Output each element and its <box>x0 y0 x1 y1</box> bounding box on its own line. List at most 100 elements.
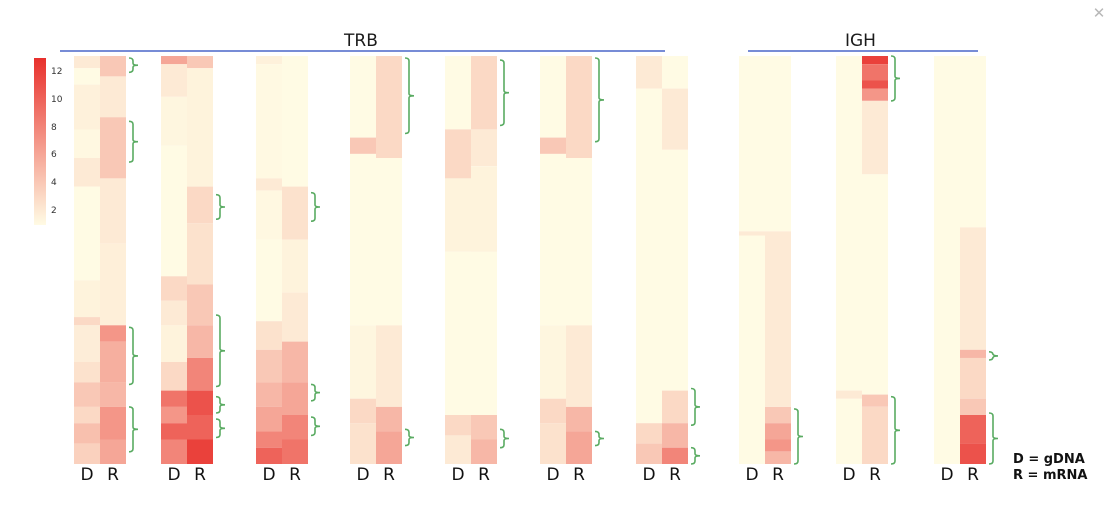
cell-p3-D-3 <box>350 325 376 399</box>
cell-p7-R-3 <box>765 423 791 440</box>
col-label-p4-D: D <box>451 465 465 485</box>
cell-p2-R-2 <box>282 239 308 293</box>
cell-p4-R-0 <box>471 56 497 130</box>
col-label-p2-D: D <box>262 465 276 485</box>
cell-p0-R-0 <box>100 56 126 77</box>
col-label-p6-D: D <box>642 465 656 485</box>
cell-p3-R-4 <box>376 431 402 464</box>
legend-gdna: D = gDNA <box>1013 452 1085 467</box>
cell-p1-R-0 <box>187 56 213 69</box>
cell-p9-R-3 <box>960 357 986 399</box>
legend-mrna: R = mRNA <box>1013 468 1088 483</box>
cell-p1-D-1 <box>161 64 187 97</box>
cell-p4-D-3 <box>445 251 471 415</box>
col-label-p5-D: D <box>546 465 560 485</box>
cell-p1-R-1 <box>187 68 213 187</box>
bracket-p2-1 <box>310 383 321 402</box>
cell-p9-R-4 <box>960 398 986 415</box>
cell-p9-R-0 <box>960 56 986 228</box>
cell-p7-D-2 <box>739 235 765 464</box>
cell-p2-R-1 <box>282 186 308 240</box>
cell-p0-R-7 <box>100 382 126 407</box>
cell-p1-R-5 <box>187 325 213 358</box>
col-label-p1-D: D <box>167 465 181 485</box>
cell-p4-R-4 <box>471 415 497 440</box>
cell-p0-D-9 <box>74 362 100 383</box>
cell-p0-D-10 <box>74 382 100 407</box>
cell-p6-D-0 <box>636 56 662 89</box>
colorbar-tick-12: 12 <box>51 66 63 77</box>
bracket-p2-2 <box>310 416 321 437</box>
bracket-p6-0 <box>690 387 701 426</box>
cell-p5-R-0 <box>566 56 592 158</box>
bracket-p5-1 <box>594 430 605 447</box>
cell-p0-D-4 <box>74 158 100 187</box>
cell-p4-R-3 <box>471 251 497 415</box>
col-label-p8-D: D <box>842 465 856 485</box>
cell-p2-D-1 <box>256 64 282 179</box>
cell-p0-D-1 <box>74 68 100 85</box>
bracket-p4-0 <box>499 59 510 127</box>
cell-p7-D-1 <box>739 231 765 236</box>
cell-p2-R-6 <box>282 415 308 440</box>
col-label-p0-R: R <box>107 465 119 485</box>
cell-p2-D-8 <box>256 406 282 432</box>
cell-p7-R-5 <box>765 451 791 464</box>
cell-p1-D-10 <box>161 423 187 440</box>
cell-p0-R-9 <box>100 439 126 464</box>
cell-p6-R-5 <box>662 447 688 464</box>
cell-p5-D-0 <box>540 56 566 138</box>
cell-p6-R-0 <box>662 56 688 89</box>
cell-p4-R-2 <box>471 166 497 252</box>
cell-p0-R-8 <box>100 406 126 440</box>
cell-p2-R-5 <box>282 382 308 415</box>
cell-p4-D-4 <box>445 415 471 436</box>
colorbar-tick-10: 10 <box>51 94 63 105</box>
cell-p8-R-0 <box>862 56 888 65</box>
col-label-p0-D: D <box>80 465 94 485</box>
cell-p4-D-2 <box>445 178 471 252</box>
bracket-p1-3 <box>215 418 226 439</box>
cell-p3-R-2 <box>376 325 402 407</box>
cell-p0-D-8 <box>74 325 100 362</box>
cell-p1-D-8 <box>161 390 187 407</box>
cell-p6-R-3 <box>662 390 688 424</box>
cell-p1-R-2 <box>187 186 213 224</box>
cell-p6-R-1 <box>662 88 688 150</box>
cell-p7-R-1 <box>765 231 791 407</box>
cell-p1-D-4 <box>161 276 187 301</box>
colorbar-tick-4: 4 <box>51 178 57 189</box>
cell-p2-D-9 <box>256 431 282 448</box>
cell-p0-R-3 <box>100 178 126 244</box>
col-label-p3-D: D <box>356 465 370 485</box>
cell-p1-D-6 <box>161 325 187 362</box>
cell-p0-D-7 <box>74 317 100 326</box>
cell-p2-D-0 <box>256 56 282 65</box>
cell-p1-D-7 <box>161 362 187 391</box>
bracket-p5-0 <box>594 57 605 143</box>
cell-p5-D-2 <box>540 153 566 326</box>
cell-p8-D-1 <box>836 390 862 399</box>
group-label-trb: TRB <box>344 31 378 51</box>
bracket-p3-1 <box>404 428 415 447</box>
bracket-p2-0 <box>310 191 321 222</box>
col-label-p2-R: R <box>289 465 301 485</box>
cell-p6-D-2 <box>636 423 662 444</box>
bracket-p9-0 <box>988 351 999 361</box>
cell-p8-R-7 <box>862 406 888 464</box>
cell-p4-R-1 <box>471 129 497 167</box>
cell-p0-D-11 <box>74 406 100 424</box>
cell-p0-D-6 <box>74 280 100 318</box>
cell-p0-D-12 <box>74 423 100 444</box>
cell-p0-D-5 <box>74 186 100 281</box>
cell-p9-R-1 <box>960 227 986 350</box>
cell-p1-D-3 <box>161 145 187 277</box>
cell-p4-D-5 <box>445 435 471 464</box>
close-icon[interactable]: ✕ <box>1092 4 1106 22</box>
cell-p6-D-3 <box>636 443 662 464</box>
bracket-p6-1 <box>690 446 701 465</box>
cell-p5-R-4 <box>566 431 592 464</box>
cell-p8-R-3 <box>862 88 888 101</box>
cell-p1-R-8 <box>187 415 213 440</box>
